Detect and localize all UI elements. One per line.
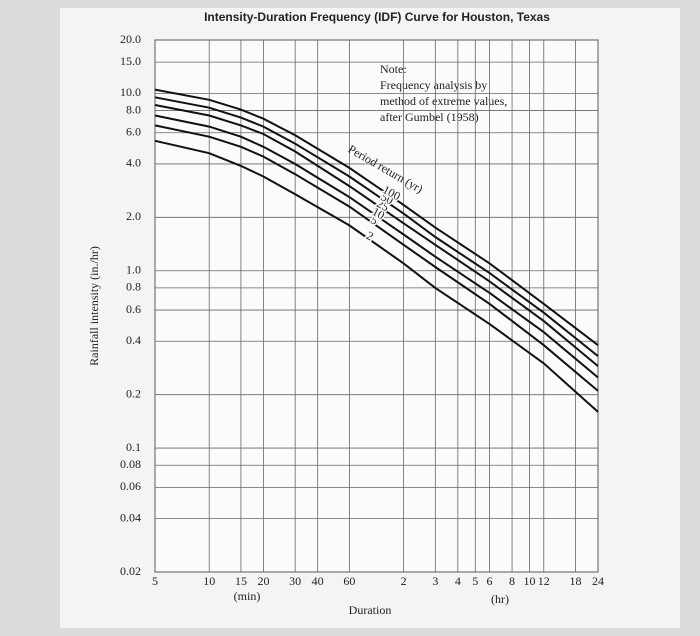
x-unit-hr: (hr) [491, 592, 509, 606]
idf-curve [154, 104, 599, 367]
y-tick-label: 0.2 [126, 386, 141, 400]
y-tick-label: 8.0 [126, 102, 141, 116]
x-tick-label: 40 [312, 574, 324, 588]
x-tick-label: 60 [343, 574, 355, 588]
x-tick-label: 4 [455, 574, 461, 588]
x-tick-label: 8 [509, 574, 515, 588]
x-axis-label: Duration [349, 603, 392, 617]
y-tick-label: 0.06 [120, 479, 141, 493]
x-tick-label: 15 [235, 574, 247, 588]
x-unit-min: (min) [234, 589, 261, 603]
x-tick-label: 5 [472, 574, 478, 588]
y-tick-label: 15.0 [120, 54, 141, 68]
y-axis-label: Rainfall intensity (in./hr) [87, 246, 101, 366]
x-tick-label: 10 [524, 574, 536, 588]
note-line: Frequency analysis by [380, 78, 487, 92]
x-tick-label: 6 [487, 574, 493, 588]
x-tick-label: 20 [257, 574, 269, 588]
y-tick-label: 0.08 [120, 457, 141, 471]
y-tick-label: 0.4 [126, 333, 141, 347]
y-tick-label: 0.02 [120, 564, 141, 578]
chart-title: Intensity-Duration Frequency (IDF) Curve… [204, 10, 550, 24]
y-tick-label: 20.0 [120, 32, 141, 46]
idf-curve [154, 96, 599, 357]
note-line: method of extreme values, [380, 94, 507, 108]
idf-curve [154, 88, 599, 346]
idf-curve [154, 114, 599, 379]
x-tick-label: 5 [152, 574, 158, 588]
x-tick-label: 24 [592, 574, 604, 588]
note-line: Note: [380, 62, 407, 76]
note-line: after Gumbel (1958) [380, 110, 479, 124]
idf-curve [154, 139, 599, 413]
y-tick-label: 0.6 [126, 302, 141, 316]
idf-curve [154, 124, 599, 392]
x-tick-label: 18 [569, 574, 581, 588]
x-tick-label: 12 [538, 574, 550, 588]
x-tick-label: 2 [401, 574, 407, 588]
y-tick-label: 10.0 [120, 85, 141, 99]
x-tick-label: 3 [432, 574, 438, 588]
y-tick-label: 0.1 [126, 440, 141, 454]
y-tick-label: 1.0 [126, 262, 141, 276]
y-tick-label: 0.8 [126, 280, 141, 294]
y-tick-label: 2.0 [126, 209, 141, 223]
y-tick-label: 4.0 [126, 156, 141, 170]
x-tick-label: 30 [289, 574, 301, 588]
y-tick-label: 0.04 [120, 510, 141, 524]
y-tick-label: 6.0 [126, 124, 141, 138]
x-tick-label: 10 [203, 574, 215, 588]
